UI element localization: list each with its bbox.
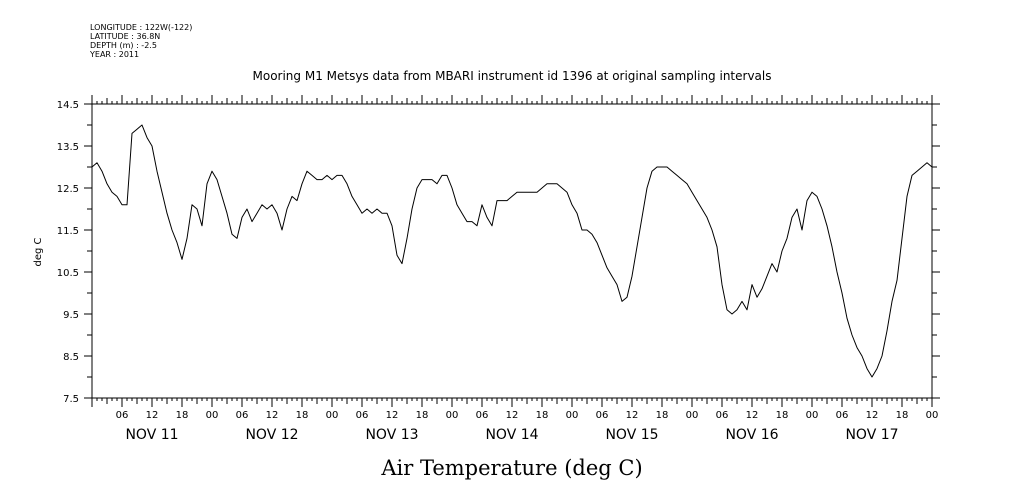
y-tick-label: 7.5	[63, 394, 79, 405]
y-axis: 7.5 8.5 9.5 10.5 11.5 12.5 13.5 14.5	[57, 100, 940, 405]
x-hour-label: 06	[356, 410, 369, 421]
x-hour-label: 00	[566, 410, 579, 421]
x-hour-label: 00	[686, 410, 699, 421]
x-hour-label: 12	[626, 410, 639, 421]
x-hour-label: 18	[656, 410, 669, 421]
x-day-label: NOV 14	[485, 427, 538, 443]
x-hour-label: 12	[866, 410, 879, 421]
x-hour-label: 06	[716, 410, 729, 421]
x-day-label: NOV 11	[125, 427, 178, 443]
x-hour-label: 18	[416, 410, 429, 421]
x-hour-label: 12	[146, 410, 159, 421]
x-hour-label: 00	[446, 410, 459, 421]
series-layer	[91, 124, 933, 378]
x-hour-label: 00	[926, 410, 939, 421]
meta-latitude: LATITUDE : 36.8N	[90, 32, 160, 41]
x-hour-label: 18	[536, 410, 549, 421]
y-tick-label: 10.5	[57, 268, 79, 279]
x-day-label: NOV 17	[845, 427, 898, 443]
meta-depth: DEPTH (m) : -2.5	[90, 41, 157, 50]
x-day-label: NOV 13	[365, 427, 418, 443]
x-hour-label: 12	[266, 410, 279, 421]
x-hour-label: 00	[806, 410, 819, 421]
x-hour-label: 18	[176, 410, 189, 421]
x-day-label: NOV 12	[245, 427, 298, 443]
x-hour-label: 18	[776, 410, 789, 421]
x-hour-label: 00	[206, 410, 219, 421]
y-tick-label: 9.5	[63, 310, 79, 321]
meta-year: YEAR : 2011	[89, 50, 139, 59]
chart-title: Mooring M1 Metsys data from MBARI instru…	[253, 69, 772, 83]
y-tick-label: 8.5	[63, 352, 79, 363]
x-hour-label: 06	[596, 410, 609, 421]
x-hour-label: 18	[296, 410, 309, 421]
x-axis: 06 12 18 00 06 12 18 00 06 12 18 00 06 12 18 00 06 12 18 00…	[91, 95, 939, 443]
x-hour-label: 00	[326, 410, 339, 421]
plot-frame	[91, 103, 933, 399]
metadata-block: LONGITUDE : 122W(-122) LATITUDE : 36.8N …	[89, 23, 192, 59]
x-hour-label: 12	[746, 410, 759, 421]
x-hour-label: 12	[386, 410, 399, 421]
x-hour-label: 06	[236, 410, 249, 421]
x-axis-label: Air Temperature (deg C)	[380, 456, 642, 480]
y-tick-label: 11.5	[57, 226, 79, 237]
x-hour-label: 18	[896, 410, 909, 421]
y-tick-label: 12.5	[57, 184, 79, 195]
series-line-0	[91, 124, 933, 378]
x-hour-label: 12	[506, 410, 519, 421]
y-tick-label: 13.5	[57, 142, 79, 153]
y-axis-label: deg C	[33, 237, 44, 266]
x-hour-label: 06	[476, 410, 489, 421]
x-hour-label: 06	[116, 410, 129, 421]
meta-longitude: LONGITUDE : 122W(-122)	[90, 23, 192, 32]
y-tick-label: 14.5	[57, 100, 79, 111]
x-day-label: NOV 16	[725, 427, 778, 443]
x-day-label: NOV 15	[605, 427, 658, 443]
x-hour-label: 06	[836, 410, 849, 421]
